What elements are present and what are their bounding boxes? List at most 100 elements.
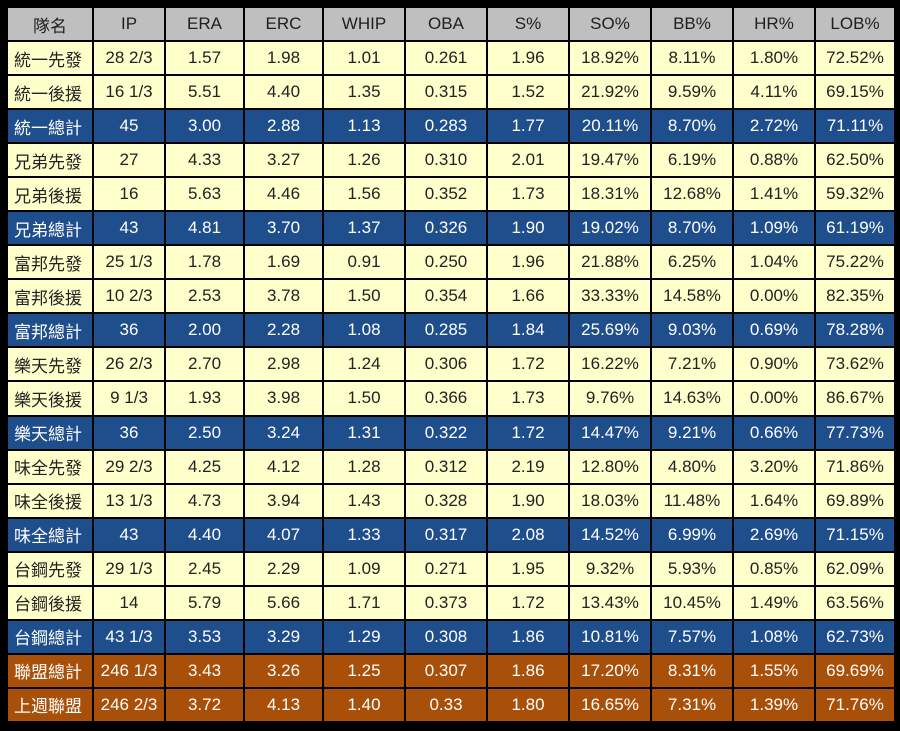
erc-cell: 2.98 bbox=[245, 348, 322, 381]
lob-pct-cell: 61.19% bbox=[816, 212, 894, 245]
s-pct-cell: 1.73 bbox=[488, 382, 568, 415]
team-name-cell: 樂天總計 bbox=[8, 416, 92, 449]
team-total-row: 樂天總計 36 2.50 3.24 1.31 0.322 1.72 14.47% 9.21% 0.… bbox=[8, 416, 894, 449]
era-cell: 2.53 bbox=[166, 280, 243, 313]
ip-cell: 29 2/3 bbox=[94, 450, 164, 483]
whip-cell: 1.43 bbox=[324, 484, 404, 517]
ip-cell: 36 bbox=[94, 416, 164, 449]
oba-cell: 0.308 bbox=[406, 620, 486, 653]
era-cell: 2.70 bbox=[166, 348, 243, 381]
oba-cell: 0.322 bbox=[406, 416, 486, 449]
team-total-row: 兄弟總計 43 4.81 3.70 1.37 0.326 1.90 19.02% 8.70% 1.… bbox=[8, 212, 894, 245]
oba-cell: 0.306 bbox=[406, 348, 486, 381]
s-pct-cell: 2.19 bbox=[488, 450, 568, 483]
table-row: 台鋼先發 29 1/3 2.45 2.29 1.09 0.271 1.95 9.32% 5.93… bbox=[8, 552, 894, 585]
whip-cell: 1.28 bbox=[324, 450, 404, 483]
era-cell: 1.93 bbox=[166, 382, 243, 415]
so-pct-cell: 18.03% bbox=[570, 484, 650, 517]
erc-cell: 3.78 bbox=[245, 280, 322, 313]
whip-cell: 1.56 bbox=[324, 178, 404, 211]
era-cell: 2.45 bbox=[166, 552, 243, 585]
table-row: 統一後援 16 1/3 5.51 4.40 1.35 0.315 1.52 21.92% 9.5… bbox=[8, 76, 894, 109]
era-cell: 4.81 bbox=[166, 212, 243, 245]
whip-cell: 1.31 bbox=[324, 416, 404, 449]
bb-pct-cell: 7.57% bbox=[652, 620, 732, 653]
lob-pct-cell: 73.62% bbox=[816, 348, 894, 381]
s-pct-cell: 2.01 bbox=[488, 144, 568, 177]
so-pct-cell: 9.32% bbox=[570, 552, 650, 585]
s-pct-cell: 1.80 bbox=[488, 688, 568, 721]
table-body: 統一先發 28 2/3 1.57 1.98 1.01 0.261 1.96 18.92% 8.1… bbox=[8, 42, 894, 721]
team-name-cell: 兄弟後援 bbox=[8, 178, 92, 211]
team-name-cell: 統一後援 bbox=[8, 76, 92, 109]
lob-pct-cell: 62.50% bbox=[816, 144, 894, 177]
lob-pct-cell: 69.89% bbox=[816, 484, 894, 517]
hr-pct-cell: 0.69% bbox=[734, 314, 814, 347]
erc-cell: 1.69 bbox=[245, 246, 322, 279]
team-total-row: 富邦總計 36 2.00 2.28 1.08 0.285 1.84 25.69% 9.03% 0.… bbox=[8, 314, 894, 347]
lob-pct-cell: 69.69% bbox=[816, 654, 894, 687]
bb-pct-cell: 9.59% bbox=[652, 76, 732, 109]
s-pct-cell: 1.86 bbox=[488, 654, 568, 687]
team-total-row: 味全總計 43 4.40 4.07 1.33 0.317 2.08 14.52% 6.99% 2.… bbox=[8, 518, 894, 551]
era-cell: 4.33 bbox=[166, 144, 243, 177]
hr-pct-cell: 0.00% bbox=[734, 382, 814, 415]
hr-pct-cell: 0.00% bbox=[734, 280, 814, 313]
column-header-bb-pct: BB% bbox=[652, 8, 732, 40]
bb-pct-cell: 6.25% bbox=[652, 246, 732, 279]
oba-cell: 0.310 bbox=[406, 144, 486, 177]
erc-cell: 3.26 bbox=[245, 654, 322, 687]
column-header-lob-pct: LOB% bbox=[816, 8, 894, 40]
team-name-cell: 聯盟總計 bbox=[8, 654, 92, 687]
table-row: 富邦後援 10 2/3 2.53 3.78 1.50 0.354 1.66 33.33% 14.… bbox=[8, 280, 894, 313]
era-cell: 2.00 bbox=[166, 314, 243, 347]
oba-cell: 0.33 bbox=[406, 688, 486, 721]
hr-pct-cell: 1.04% bbox=[734, 246, 814, 279]
bb-pct-cell: 7.31% bbox=[652, 688, 732, 721]
s-pct-cell: 1.77 bbox=[488, 110, 568, 143]
ip-cell: 246 2/3 bbox=[94, 688, 164, 721]
column-header-hr-pct: HR% bbox=[734, 8, 814, 40]
team-name-cell: 富邦先發 bbox=[8, 246, 92, 279]
table-row: 味全先發 29 2/3 4.25 4.12 1.28 0.312 2.19 12.80% 4.8… bbox=[8, 450, 894, 483]
bb-pct-cell: 8.70% bbox=[652, 212, 732, 245]
column-header-so-pct: SO% bbox=[570, 8, 650, 40]
table-row: 樂天先發 26 2/3 2.70 2.98 1.24 0.306 1.72 16.22% 7.2… bbox=[8, 348, 894, 381]
s-pct-cell: 1.90 bbox=[488, 484, 568, 517]
hr-pct-cell: 1.41% bbox=[734, 178, 814, 211]
hr-pct-cell: 0.90% bbox=[734, 348, 814, 381]
lob-pct-cell: 62.09% bbox=[816, 552, 894, 585]
hr-pct-cell: 1.39% bbox=[734, 688, 814, 721]
oba-cell: 0.283 bbox=[406, 110, 486, 143]
whip-cell: 1.50 bbox=[324, 382, 404, 415]
erc-cell: 3.98 bbox=[245, 382, 322, 415]
table-row: 兄弟後援 16 5.63 4.46 1.56 0.352 1.73 18.31% 12.68% 1… bbox=[8, 178, 894, 211]
whip-cell: 1.26 bbox=[324, 144, 404, 177]
s-pct-cell: 1.84 bbox=[488, 314, 568, 347]
header-row: 隊名 IP ERA ERC WHIP OBA S% SO% BB% HR% LO… bbox=[8, 8, 894, 40]
league-total-row: 聯盟總計 246 1/3 3.43 3.26 1.25 0.307 1.86 17.20% 8.… bbox=[8, 654, 894, 687]
hr-pct-cell: 1.80% bbox=[734, 42, 814, 75]
whip-cell: 1.13 bbox=[324, 110, 404, 143]
table-row: 台鋼後援 14 5.79 5.66 1.71 0.373 1.72 13.43% 10.45% 1… bbox=[8, 586, 894, 619]
so-pct-cell: 20.11% bbox=[570, 110, 650, 143]
s-pct-cell: 1.72 bbox=[488, 348, 568, 381]
hr-pct-cell: 0.66% bbox=[734, 416, 814, 449]
table-row: 兄弟先發 27 4.33 3.27 1.26 0.310 2.01 19.47% 6.19% 0.… bbox=[8, 144, 894, 177]
column-header-team: 隊名 bbox=[8, 8, 92, 40]
pitching-stats-table: 隊名 IP ERA ERC WHIP OBA S% SO% BB% HR% LO… bbox=[6, 6, 896, 723]
ip-cell: 10 2/3 bbox=[94, 280, 164, 313]
erc-cell: 1.98 bbox=[245, 42, 322, 75]
bb-pct-cell: 14.58% bbox=[652, 280, 732, 313]
era-cell: 5.79 bbox=[166, 586, 243, 619]
oba-cell: 0.326 bbox=[406, 212, 486, 245]
so-pct-cell: 17.20% bbox=[570, 654, 650, 687]
team-name-cell: 富邦總計 bbox=[8, 314, 92, 347]
oba-cell: 0.261 bbox=[406, 42, 486, 75]
erc-cell: 3.94 bbox=[245, 484, 322, 517]
lob-pct-cell: 75.22% bbox=[816, 246, 894, 279]
lob-pct-cell: 71.11% bbox=[816, 110, 894, 143]
whip-cell: 1.25 bbox=[324, 654, 404, 687]
team-total-row: 台鋼總計 43 1/3 3.53 3.29 1.29 0.308 1.86 10.81% 7.5… bbox=[8, 620, 894, 653]
ip-cell: 16 bbox=[94, 178, 164, 211]
